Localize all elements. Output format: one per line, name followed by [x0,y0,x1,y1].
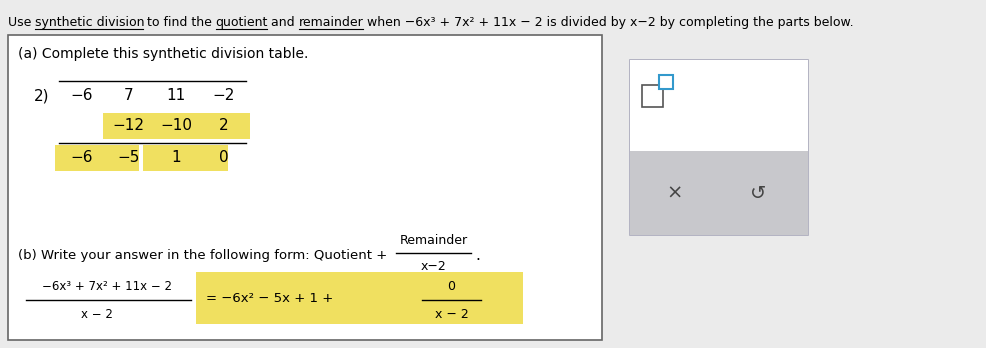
Text: (a) Complete this synthetic division table.: (a) Complete this synthetic division tab… [18,47,308,61]
Bar [629,60,808,151]
Text: and: and [267,16,299,29]
Bar [641,85,663,107]
Text: −10: −10 [160,119,192,134]
Text: (b) Write your answer in the following form: Quotient +: (b) Write your answer in the following f… [18,248,387,261]
Text: ↺: ↺ [749,183,766,203]
Text: .: . [475,247,479,262]
Text: to find the: to find the [143,16,216,29]
Text: −12: −12 [112,119,145,134]
Bar [629,60,808,235]
Text: −6x³ + 7x² + 11x − 2: −6x³ + 7x² + 11x − 2 [41,280,172,293]
Text: remainder: remainder [299,16,363,29]
Text: Use: Use [8,16,35,29]
Text: Remainder: Remainder [399,235,467,247]
Text: 1: 1 [172,150,180,166]
Text: −6: −6 [70,88,93,103]
Text: −6: −6 [70,150,93,166]
Bar [629,151,808,235]
Text: x − 2: x − 2 [81,308,112,322]
Text: x − 2: x − 2 [434,308,468,322]
Text: 0: 0 [447,280,456,293]
Text: 7: 7 [124,88,133,103]
Text: 11: 11 [167,88,185,103]
Text: 2: 2 [219,119,229,134]
Text: x−2: x−2 [420,261,446,274]
Bar [142,145,228,171]
Text: when −6x³ + 7x² + 11x − 2 is divided by x−2 by completing the parts below.: when −6x³ + 7x² + 11x − 2 is divided by … [363,16,853,29]
Text: = −6x² − 5x + 1 +: = −6x² − 5x + 1 + [206,293,333,306]
Text: −5: −5 [117,150,140,166]
Bar [8,35,601,340]
Text: −2: −2 [212,88,235,103]
Text: 0: 0 [219,150,229,166]
Text: quotient: quotient [215,16,268,29]
Bar [55,145,138,171]
Text: ×: × [666,183,681,203]
Bar [659,75,672,89]
Text: 2): 2) [34,88,49,103]
Bar [196,272,523,324]
Text: synthetic division: synthetic division [35,16,144,29]
Bar [103,113,249,139]
